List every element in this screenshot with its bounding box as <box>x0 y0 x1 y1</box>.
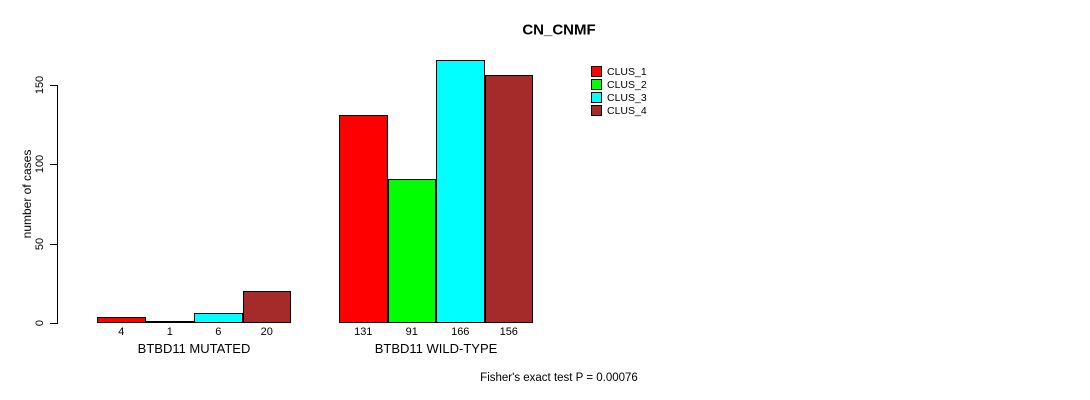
legend-label: CLUS_4 <box>607 104 647 117</box>
legend-swatch-clus_3 <box>591 92 602 103</box>
bar-clus_1 <box>339 115 388 323</box>
y-axis-line <box>57 85 58 324</box>
legend-item-clus_4: CLUS_4 <box>591 104 647 117</box>
bar-value-label: 1 <box>166 326 173 338</box>
y-axis-tick-label: 0 <box>34 319 46 327</box>
y-axis-tick <box>50 243 57 245</box>
bar-value-label: 6 <box>215 326 222 338</box>
bar-clus_2 <box>387 178 436 323</box>
bar-clus_4 <box>484 75 533 323</box>
bar-clus_2 <box>145 321 194 323</box>
legend-swatch-clus_2 <box>591 79 602 90</box>
bar-value-label: 20 <box>260 326 273 338</box>
bar-value-label: 166 <box>451 326 470 338</box>
legend-label: CLUS_3 <box>607 91 647 104</box>
legend-item-clus_1: CLUS_1 <box>591 65 647 78</box>
legend-swatch-clus_1 <box>591 66 602 77</box>
y-axis-tick-label: 100 <box>34 155 46 174</box>
y-axis-label: number of cases <box>20 149 34 239</box>
bar-clus_4 <box>242 291 291 323</box>
chart-title: CN_CNMF <box>522 21 596 39</box>
legend-swatch-clus_4 <box>591 105 602 116</box>
legend-label: CLUS_1 <box>607 65 647 78</box>
bar-clus_3 <box>194 313 243 323</box>
y-axis-tick-label: 150 <box>34 75 46 95</box>
group-label-btbd11-wild-type: BTBD11 WILD-TYPE <box>374 341 498 356</box>
legend-label: CLUS_2 <box>607 78 647 91</box>
y-axis-tick-label: 50 <box>34 237 46 250</box>
bar-value-label: 91 <box>405 326 418 338</box>
y-axis-tick <box>50 323 57 324</box>
y-axis-tick <box>50 85 57 86</box>
legend-item-clus_2: CLUS_2 <box>591 78 647 91</box>
bar-value-label: 131 <box>354 326 373 338</box>
bar-value-label: 4 <box>118 326 125 338</box>
legend-item-clus_3: CLUS_3 <box>591 91 647 104</box>
y-axis-tick <box>50 164 57 166</box>
bar-clus_3 <box>436 59 485 323</box>
fisher-test-annotation: Fisher's exact test P = 0.00076 <box>480 372 638 384</box>
bar-value-label: 156 <box>499 326 518 338</box>
bar-clus_1 <box>97 316 146 323</box>
group-label-btbd11-mutated: BTBD11 MUTATED <box>137 341 251 356</box>
